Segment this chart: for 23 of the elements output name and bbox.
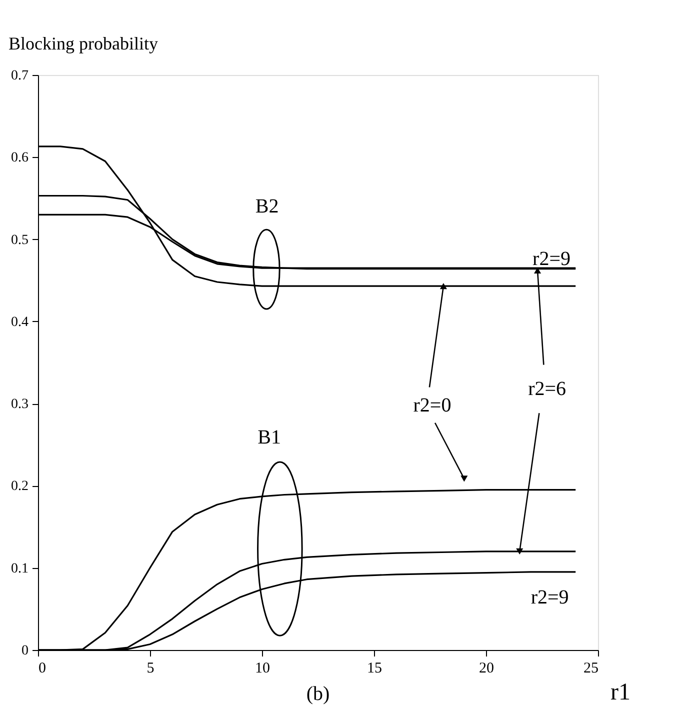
y-tick-label: 0 <box>22 644 28 658</box>
text: (b) <box>306 683 330 705</box>
annotation: r2=0 <box>413 394 452 417</box>
annotation: B1 <box>258 426 281 448</box>
annotation: r2=9 <box>530 586 569 609</box>
annotation: r2=9 <box>532 248 570 270</box>
y-tick-label: 0.2 <box>11 479 28 494</box>
x-tick-label: 10 <box>255 660 270 676</box>
annotation: B2 <box>255 196 279 218</box>
x-tick-label: 20 <box>479 660 494 676</box>
x-tick-label: 5 <box>146 660 154 676</box>
x-tick-label: 15 <box>367 660 382 676</box>
y-tick-label: 0.4 <box>11 314 28 330</box>
y-tick-label: 0.5 <box>11 232 28 248</box>
x-axis-title: r1 <box>610 680 630 706</box>
y-tick-label: 0.6 <box>11 150 28 166</box>
x-tick-label: 25 <box>584 660 598 676</box>
y-tick-label: 0.7 <box>11 68 28 84</box>
x-tick-label: 0 <box>38 660 46 676</box>
y-axis-title: Blocking probability <box>8 34 158 54</box>
y-tick-label: 0.3 <box>11 397 28 412</box>
y-tick-label: 0.1 <box>11 561 28 576</box>
annotation: r2=6 <box>528 378 566 400</box>
